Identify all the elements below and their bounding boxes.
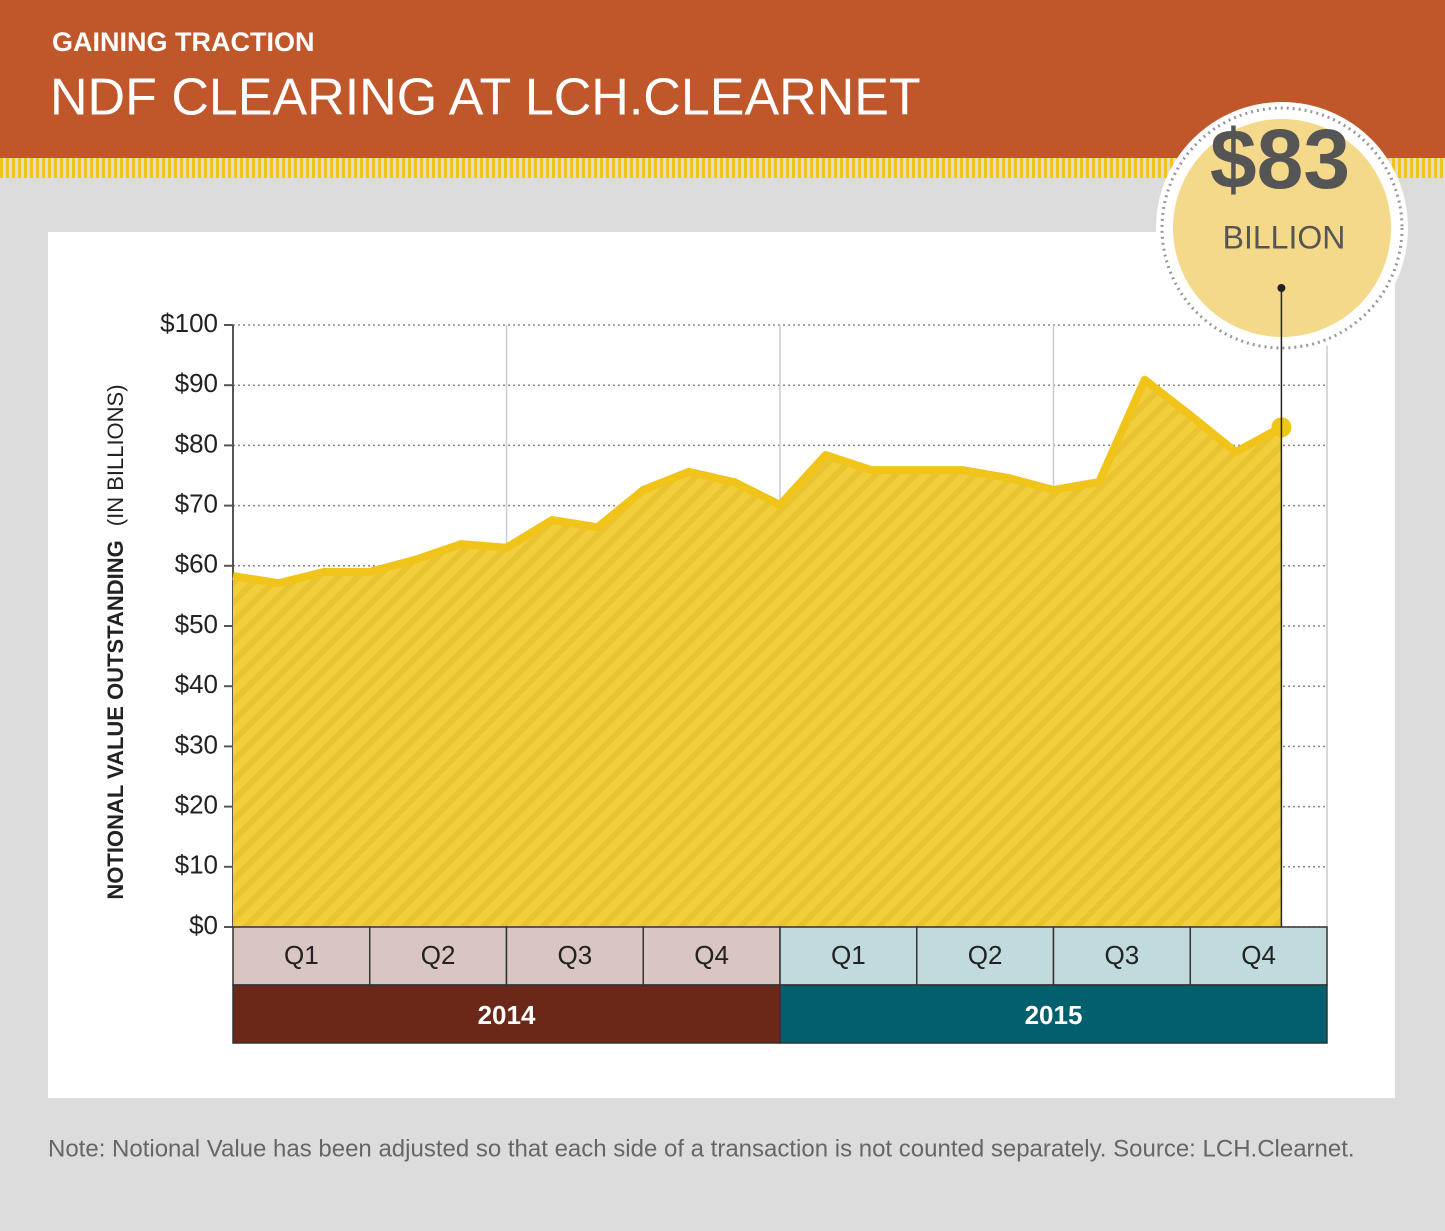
quarter-label: Q3 bbox=[1105, 940, 1140, 970]
callout-dots bbox=[1160, 106, 1404, 350]
quarter-cell bbox=[369, 926, 508, 986]
quarter-label: Q2 bbox=[421, 940, 456, 970]
callout-pin bbox=[1277, 284, 1286, 292]
y-axis-unit: (IN BILLIONS) bbox=[103, 384, 128, 526]
quarter-label: Q1 bbox=[284, 940, 319, 970]
callout-disc bbox=[1173, 119, 1391, 337]
quarter-label: Q3 bbox=[558, 940, 593, 970]
kicker: GAINING TRACTION bbox=[52, 27, 315, 57]
year-label: 2015 bbox=[1025, 1000, 1083, 1030]
y-tick-label: $20 bbox=[175, 789, 218, 819]
y-axis-label: NOTIONAL VALUE OUTSTANDING (IN BILLIONS) bbox=[103, 384, 128, 899]
y-tick-label: $60 bbox=[175, 549, 218, 579]
y-tick-label: $30 bbox=[175, 729, 218, 759]
note: Note: Notional Value has been adjusted s… bbox=[48, 1135, 1355, 1162]
area bbox=[233, 379, 1282, 928]
callout: $83 BILLION bbox=[1156, 102, 1408, 354]
quarter-cell bbox=[505, 926, 644, 986]
quarter-label: Q4 bbox=[1241, 940, 1276, 970]
y-tick-label: $10 bbox=[175, 850, 218, 880]
quarter-label: Q1 bbox=[831, 940, 866, 970]
y-tick-label: $40 bbox=[175, 669, 218, 699]
y-tick-label: $0 bbox=[189, 910, 218, 940]
line bbox=[232, 375, 1284, 588]
header-stripe bbox=[0, 158, 1445, 178]
y-tick-label: $90 bbox=[175, 368, 218, 398]
year-label: 2014 bbox=[478, 1000, 536, 1030]
quarter-label: Q4 bbox=[694, 940, 729, 970]
callout-value: $83 bbox=[1210, 112, 1350, 206]
year-bar bbox=[232, 984, 781, 1044]
y-tick-label: $70 bbox=[175, 488, 218, 518]
y-tick-label: $50 bbox=[175, 609, 218, 639]
quarter-cell bbox=[1189, 926, 1328, 986]
y-tick-label: $100 bbox=[160, 308, 218, 338]
quarter-label: Q2 bbox=[968, 940, 1003, 970]
plot: $0 $10 $20 $30 $40 $50 $60 $70 $80 $90 $100 Q1 Q2 Q3 Q… bbox=[160, 308, 1328, 1044]
quarter-cell bbox=[642, 926, 781, 986]
callout-unit: BILLION bbox=[1223, 219, 1346, 255]
chart-title: NDF CLEARING AT LCH.CLEARNET bbox=[50, 69, 921, 127]
y-axis-title: NOTIONAL VALUE OUTSTANDING bbox=[103, 540, 128, 899]
y-tick-label: $80 bbox=[175, 428, 218, 458]
year-bar bbox=[779, 984, 1328, 1044]
